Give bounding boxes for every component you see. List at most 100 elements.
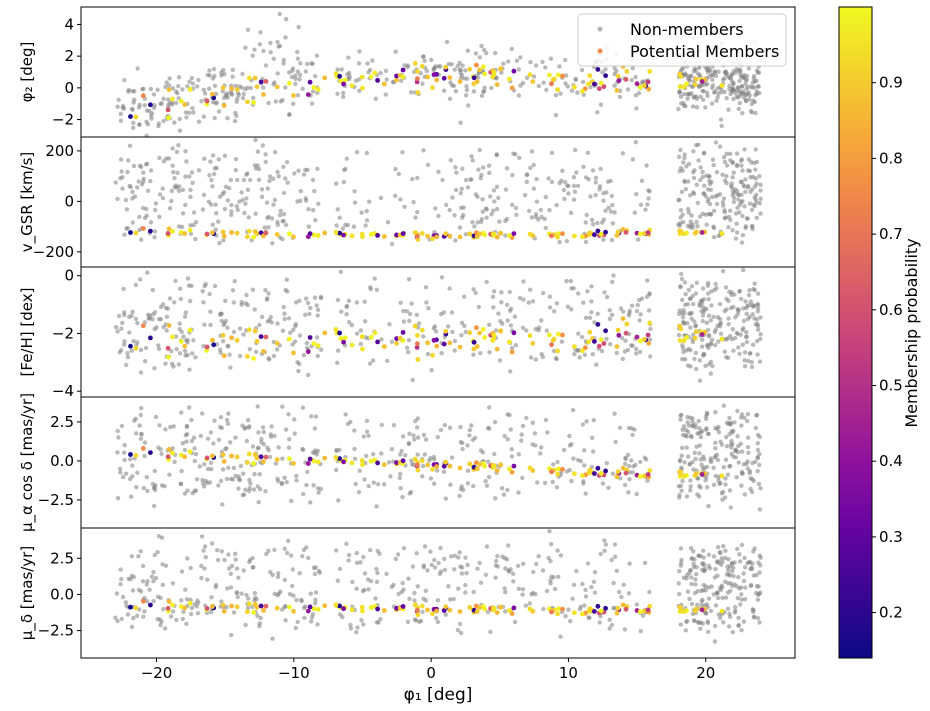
nonmember-point [691, 95, 697, 100]
nonmember-point [697, 72, 702, 78]
nonmember-point [421, 596, 426, 601]
nonmember-point [594, 362, 599, 367]
nonmember-point [230, 67, 235, 73]
nonmember-point [722, 349, 727, 354]
nonmember-point [224, 417, 230, 423]
nonmember-point [425, 568, 430, 573]
nonmember-point [206, 86, 212, 91]
nonmember-point [713, 453, 718, 459]
nonmember-point [283, 176, 288, 181]
member-point [372, 70, 378, 76]
nonmember-point [686, 454, 691, 459]
nonmember-point [250, 287, 256, 292]
nonmember-point [694, 572, 699, 577]
member-point [430, 611, 435, 617]
nonmember-point [116, 435, 121, 440]
nonmember-point [127, 183, 132, 189]
nonmember-point [689, 316, 694, 321]
nonmember-point [315, 622, 320, 627]
nonmember-point [148, 168, 154, 173]
nonmember-point [446, 584, 451, 589]
nonmember-point [133, 316, 139, 321]
nonmember-point [442, 567, 448, 572]
nonmember-point [348, 626, 354, 631]
nonmember-point [152, 487, 158, 493]
member-point [603, 229, 608, 235]
nonmember-point [491, 289, 497, 294]
nonmember-point [365, 577, 371, 582]
legend-label-non-members: Non-members [630, 20, 744, 39]
nonmember-point [230, 477, 236, 482]
nonmember-point [565, 84, 570, 89]
nonmember-point [187, 405, 192, 410]
nonmember-point [465, 562, 470, 568]
member-point [315, 607, 321, 612]
nonmember-point [698, 165, 703, 170]
nonmember-point [608, 342, 613, 347]
nonmember-point [271, 176, 276, 181]
nonmember-point [688, 73, 693, 79]
nonmember-point [494, 558, 499, 564]
nonmember-point [741, 182, 746, 188]
nonmember-point [295, 49, 300, 55]
nonmember-point [459, 571, 465, 576]
nonmember-point [182, 348, 188, 354]
y-tick-label: 0 [64, 79, 74, 97]
nonmember-point [167, 472, 172, 477]
nonmember-point [747, 470, 752, 476]
member-point [220, 602, 226, 608]
nonmember-point [358, 560, 363, 565]
nonmember-point [272, 547, 277, 553]
nonmember-point [626, 463, 632, 469]
nonmember-point [160, 186, 165, 191]
nonmember-point [212, 83, 218, 89]
nonmember-point [422, 58, 427, 63]
nonmember-point [688, 296, 693, 301]
nonmember-point [543, 225, 548, 231]
nonmember-point [450, 329, 455, 335]
nonmember-point [457, 493, 462, 499]
nonmember-point [591, 418, 596, 423]
nonmember-point [680, 478, 685, 484]
nonmember-point [129, 348, 134, 353]
nonmember-point [313, 218, 318, 223]
nonmember-point [734, 221, 739, 226]
nonmember-point [352, 189, 357, 194]
nonmember-point [503, 187, 509, 192]
nonmember-point [741, 462, 746, 467]
nonmember-point [743, 99, 749, 104]
nonmember-point [571, 197, 577, 202]
nonmember-point [245, 187, 251, 192]
nonmember-point [183, 353, 188, 358]
nonmember-point [479, 217, 484, 222]
nonmember-point [115, 618, 120, 624]
nonmember-point [119, 576, 124, 582]
nonmember-point [736, 623, 741, 628]
nonmember-point [138, 412, 143, 418]
nonmember-point [400, 581, 405, 586]
member-point [252, 75, 258, 81]
nonmember-point [622, 482, 628, 488]
nonmember-point [170, 609, 176, 614]
member-point [620, 602, 626, 608]
nonmember-point [758, 486, 763, 491]
nonmember-point [741, 619, 747, 624]
member-point [182, 102, 188, 107]
nonmember-point [611, 580, 616, 586]
nonmember-point [261, 48, 266, 54]
nonmember-point [131, 125, 136, 130]
nonmember-point [507, 412, 512, 418]
nonmember-point [458, 486, 464, 492]
nonmember-point [541, 606, 546, 612]
nonmember-point [315, 166, 320, 171]
nonmember-point [167, 100, 173, 106]
nonmember-point [412, 598, 417, 603]
nonmember-point [714, 98, 719, 104]
nonmember-point [243, 201, 248, 206]
nonmember-point [212, 418, 217, 423]
nonmember-point [213, 91, 219, 97]
nonmember-point [153, 414, 159, 420]
member-point [603, 605, 608, 611]
nonmember-point [230, 288, 236, 293]
nonmember-point [555, 459, 560, 465]
